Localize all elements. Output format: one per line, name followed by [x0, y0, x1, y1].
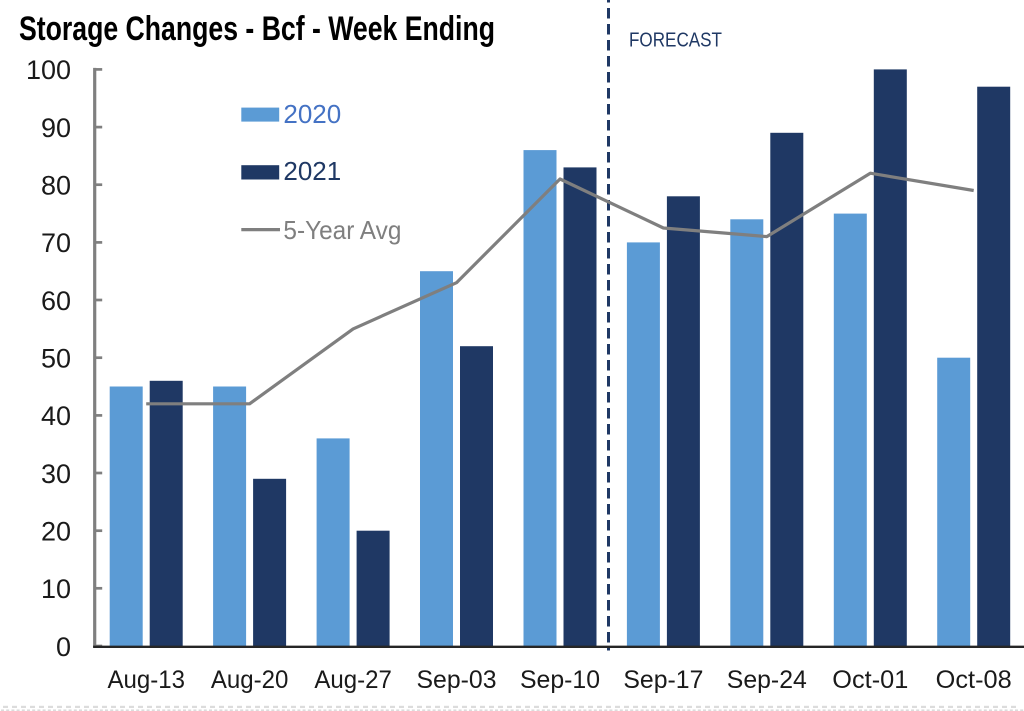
svg-text:Sep-24: Sep-24 — [727, 666, 807, 694]
svg-text:90: 90 — [41, 113, 71, 143]
svg-text:Aug-27: Aug-27 — [314, 666, 392, 694]
svg-text:Sep-10: Sep-10 — [520, 666, 600, 694]
svg-text:20: 20 — [41, 517, 71, 547]
svg-text:2021: 2021 — [283, 156, 341, 186]
svg-text:40: 40 — [41, 401, 71, 431]
svg-text:Sep-17: Sep-17 — [623, 666, 703, 694]
svg-text:50: 50 — [41, 344, 71, 374]
svg-text:Aug-13: Aug-13 — [107, 666, 185, 694]
svg-text:30: 30 — [41, 459, 71, 489]
svg-text:Sep-03: Sep-03 — [417, 666, 497, 694]
svg-text:Oct-08: Oct-08 — [936, 666, 1012, 694]
svg-text:5-Year Avg: 5-Year Avg — [283, 215, 401, 245]
svg-text:60: 60 — [41, 286, 71, 316]
svg-text:10: 10 — [41, 574, 71, 604]
svg-text:FORECAST: FORECAST — [629, 29, 722, 52]
svg-text:Aug-20: Aug-20 — [211, 666, 289, 694]
svg-text:Storage Changes - Bcf - Week E: Storage Changes - Bcf - Week Ending — [19, 10, 495, 48]
svg-text:2020: 2020 — [283, 99, 341, 129]
svg-text:70: 70 — [41, 228, 71, 258]
svg-text:100: 100 — [26, 55, 71, 85]
svg-text:Oct-01: Oct-01 — [832, 666, 908, 694]
svg-text:0: 0 — [56, 632, 71, 662]
svg-text:80: 80 — [41, 171, 71, 201]
